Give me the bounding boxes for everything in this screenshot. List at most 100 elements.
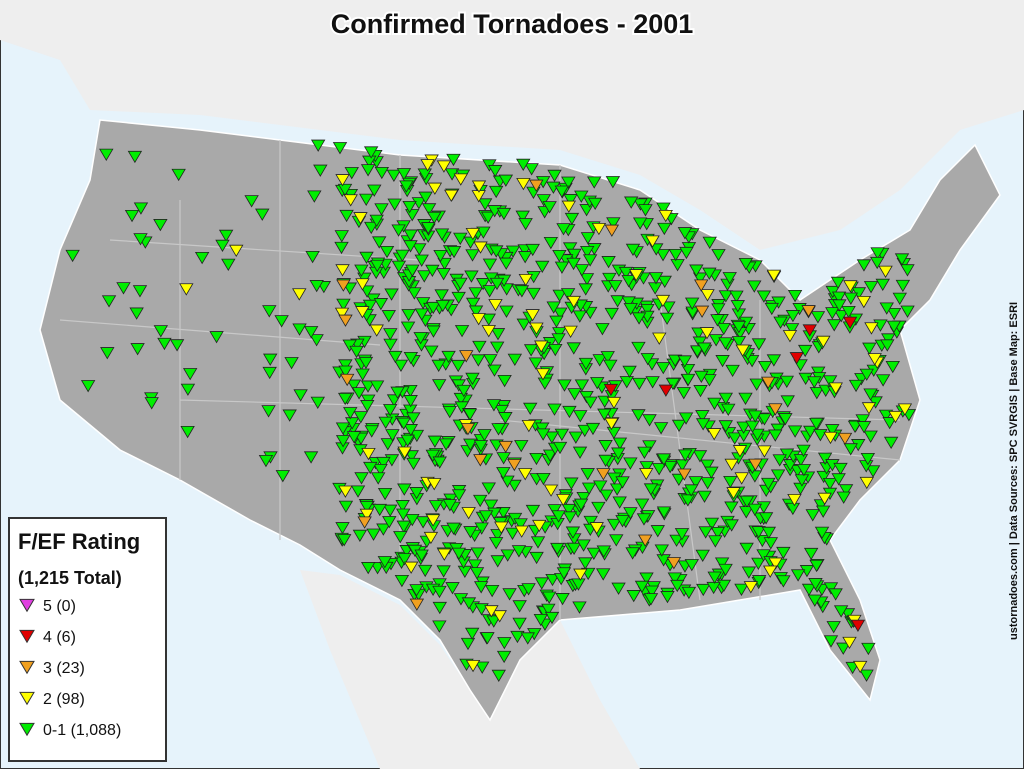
tornado-marker [432, 601, 447, 615]
tornado-marker [726, 487, 741, 500]
credit: ustornadoes.com | Data Sources: SPC SVRG… [1008, 302, 1020, 640]
tornado-marker [515, 210, 530, 223]
tornado-marker [463, 236, 478, 249]
tornado-marker [700, 477, 715, 490]
tornado-marker [510, 630, 525, 644]
tornado-marker [487, 364, 502, 377]
tornado-marker [809, 417, 824, 431]
tornado-marker [861, 402, 877, 415]
tornado-marker [668, 249, 683, 262]
tornado-marker [451, 359, 466, 373]
tornado-marker [547, 504, 562, 517]
tornado-marker [809, 559, 824, 573]
tornado-marker [335, 422, 351, 435]
tornado-marker [643, 593, 659, 606]
tornado-marker [344, 167, 359, 180]
tornado-marker [761, 526, 777, 540]
tornado-marker [768, 557, 783, 570]
tornado-marker [780, 395, 795, 408]
tornado-marker [823, 582, 839, 595]
tornado-marker [363, 461, 378, 475]
tornado-marker [748, 458, 763, 471]
tornado-marker [731, 336, 747, 349]
tornado-marker [823, 431, 838, 445]
tornado-marker [552, 327, 567, 340]
tornado-marker [702, 374, 717, 387]
tornado-marker [648, 272, 664, 285]
tornado-marker [502, 588, 517, 601]
tornado-marker [397, 483, 412, 496]
tornado-marker [179, 283, 194, 296]
tornado-marker [817, 452, 833, 465]
tornado-marker [670, 579, 685, 593]
tornado-marker [825, 307, 840, 320]
tornado-marker [498, 412, 513, 425]
tornado-marker [244, 195, 259, 208]
tornado-marker [403, 561, 419, 574]
tornado-marker [377, 487, 393, 501]
tornado-marker [803, 547, 819, 561]
tornado-marker [574, 379, 590, 392]
tornado-marker [436, 565, 451, 578]
tornado-marker [657, 222, 672, 236]
tornado-marker [427, 478, 442, 491]
tornado-marker [282, 409, 297, 422]
tornado-marker [603, 383, 619, 397]
tornado-marker [827, 319, 842, 332]
tornado-marker [822, 477, 838, 491]
legend-symbol [19, 629, 35, 644]
tornado-marker [354, 264, 369, 277]
tornado-marker [763, 565, 778, 578]
tornado-marker [590, 377, 605, 390]
tornado-marker [425, 449, 441, 462]
tornado-marker [634, 498, 650, 511]
tornado-marker [473, 440, 489, 453]
tornado-marker [359, 193, 374, 206]
tornado-marker [382, 516, 397, 529]
tornado-marker [596, 545, 611, 558]
tornado-marker [842, 636, 857, 650]
tornado-marker [658, 384, 674, 397]
tornado-marker [591, 222, 607, 236]
tornado-marker [691, 327, 706, 340]
tornado-marker [346, 431, 362, 444]
tornado-marker [856, 421, 872, 434]
tornado-markers [65, 139, 917, 683]
tornado-marker [883, 436, 899, 450]
tornado-marker [611, 447, 626, 460]
tornado-marker [900, 264, 915, 277]
tornado-marker [521, 583, 536, 596]
tornado-marker [293, 389, 308, 402]
tornado-marker [583, 515, 598, 529]
tornado-marker [474, 522, 489, 535]
tornado-marker [384, 288, 399, 301]
tornado-marker [735, 344, 750, 357]
tornado-marker [595, 323, 610, 336]
tornado-marker [359, 285, 375, 298]
tornado-marker [888, 410, 903, 424]
tornado-marker [496, 467, 511, 480]
tornado-marker [638, 534, 653, 547]
tornado-marker [680, 373, 696, 387]
tornado-marker [353, 411, 369, 424]
tornado-marker [764, 302, 779, 316]
tornado-marker [373, 298, 389, 311]
tornado-marker [836, 642, 851, 655]
tornado-marker [476, 226, 491, 239]
tornado-marker [621, 296, 636, 309]
tornado-marker [756, 549, 771, 562]
tornado-marker [532, 519, 547, 533]
tornado-marker [305, 251, 320, 264]
tornado-marker [498, 174, 514, 187]
tornado-marker [562, 511, 578, 524]
tornado-marker [469, 567, 485, 580]
tornado-marker [553, 307, 568, 320]
tornado-marker [730, 300, 745, 313]
tornado-marker [498, 440, 513, 454]
tornado-marker [465, 297, 481, 311]
tornado-marker [432, 620, 447, 633]
legend-symbol [19, 598, 35, 613]
legend-symbol [19, 691, 35, 706]
tornado-marker [885, 360, 900, 374]
tornado-marker [436, 268, 451, 281]
